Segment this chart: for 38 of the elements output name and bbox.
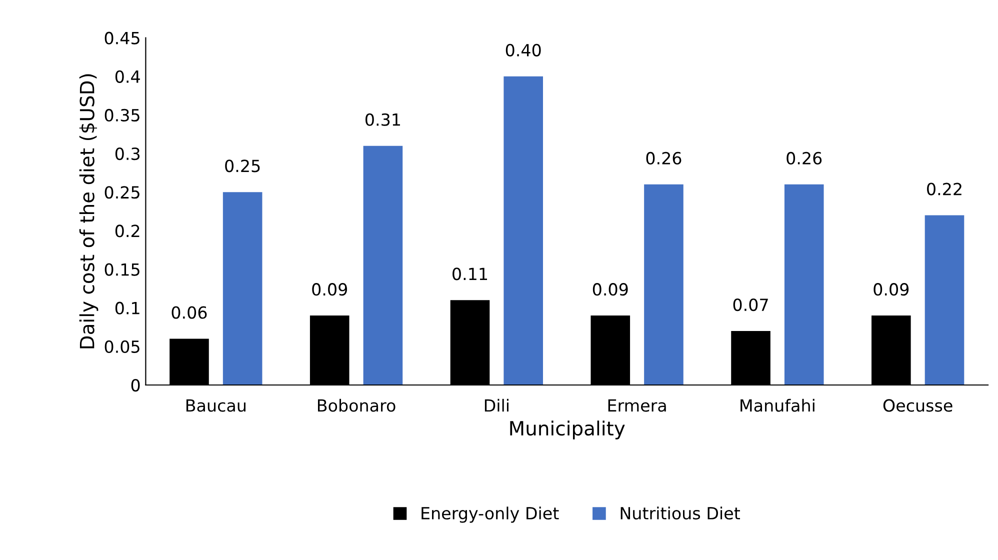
bar	[924, 215, 964, 385]
y-tick-label: 0.35	[104, 108, 140, 122]
x-tick-label: Ermera	[608, 399, 666, 412]
data-label: 0.11	[452, 268, 488, 280]
data-label: 0.09	[312, 283, 347, 296]
y-tick-label: 0.4	[115, 70, 140, 83]
x-axis-title: Municipality	[510, 420, 625, 440]
data-label: 0.25	[225, 160, 260, 172]
data-label: 0.26	[646, 152, 682, 164]
y-tick-label: 0.15	[104, 263, 140, 276]
legend-label: Energy-only Diet	[422, 506, 559, 523]
data-label: 0.07	[733, 298, 768, 312]
bar	[504, 76, 543, 385]
y-tick-label: 0.2	[115, 224, 140, 238]
data-label: 0.22	[927, 182, 962, 196]
bar	[784, 184, 824, 385]
data-label: 0.40	[506, 44, 541, 56]
y-tick-label: 0.25	[104, 186, 140, 199]
x-tick-label: Manufahi	[740, 398, 814, 412]
y-tick-label: 0.05	[104, 340, 140, 353]
data-label: 0.06	[172, 306, 207, 319]
x-tick-label: Baucau	[186, 399, 246, 412]
bar	[363, 146, 403, 385]
x-tick-label: Oecusse	[883, 399, 952, 412]
y-tick-label: 0.45	[104, 32, 140, 44]
data-label: 0.09	[874, 283, 909, 296]
legend-label: Nutritious Diet	[620, 506, 740, 520]
y-tick-label: 0.1	[115, 302, 140, 314]
y-tick-label: 0	[131, 378, 140, 392]
x-tick-label: Dili	[484, 398, 508, 412]
bar	[222, 192, 262, 385]
data-label: 0.09	[592, 283, 628, 296]
data-label: 0.26	[786, 152, 822, 164]
bar	[644, 184, 684, 385]
y-axis-title: Daily cost of the diet ($USD)	[79, 74, 98, 348]
x-tick-label: Bobonaro	[318, 398, 396, 412]
y-tick-label: 0.3	[115, 147, 140, 160]
data-label: 0.31	[366, 113, 400, 126]
